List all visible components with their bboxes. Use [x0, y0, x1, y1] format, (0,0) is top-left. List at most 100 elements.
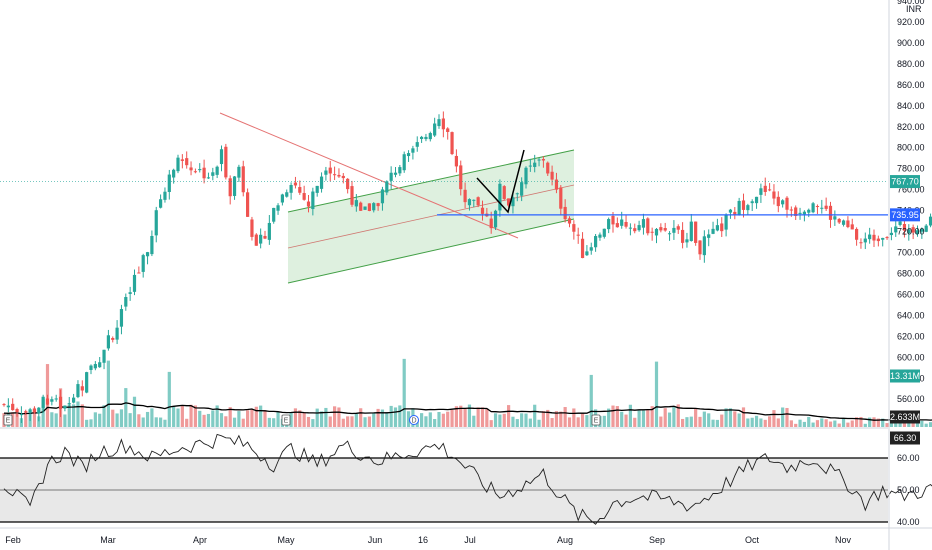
price-channel-drawing[interactable]	[287, 149, 575, 284]
candle-body	[263, 235, 267, 239]
candle-body	[180, 159, 184, 161]
volume-bar	[385, 412, 389, 427]
candle	[715, 218, 719, 232]
candle	[337, 168, 341, 178]
candle	[580, 232, 585, 259]
event-marker[interactable]: D	[409, 415, 419, 425]
candle-body	[898, 221, 902, 225]
candle	[889, 227, 893, 241]
volume-bar	[319, 411, 324, 427]
candle	[446, 127, 450, 140]
candle	[515, 192, 519, 202]
price-tick-label: 720.00	[897, 227, 925, 237]
event-marker-label: D	[411, 418, 416, 425]
rsi-tick-label: 50.00	[897, 485, 920, 495]
candle	[376, 202, 380, 211]
candle-body	[6, 405, 10, 408]
earnings-marker-bg	[591, 414, 601, 426]
volume-bar	[663, 408, 667, 427]
downtrend-line-drawing[interactable]	[219, 112, 519, 239]
volume-bar	[754, 415, 759, 427]
volume-bar	[863, 423, 867, 427]
projection-path-drawing[interactable]	[476, 149, 525, 214]
candle-body	[293, 182, 298, 186]
rsi-tick-label: 60.00	[897, 453, 920, 463]
candle	[250, 216, 254, 241]
candle	[493, 209, 498, 231]
volume-bar	[454, 406, 458, 427]
volume-bar	[446, 411, 450, 427]
volume-bar	[424, 416, 428, 427]
price-tick-label: 760.00	[897, 185, 925, 195]
candle	[89, 364, 93, 375]
event-marker[interactable]: E	[3, 414, 13, 426]
volume-bars	[2, 358, 932, 427]
candle-body	[272, 207, 276, 222]
volume-bar	[172, 406, 176, 427]
candle-body	[372, 203, 376, 211]
volume-bar	[515, 419, 519, 427]
candle-body	[537, 159, 541, 161]
candle	[93, 361, 97, 371]
candle-body	[406, 153, 411, 157]
volume-bar	[132, 396, 137, 427]
event-marker[interactable]: E	[591, 414, 601, 426]
candle-body	[511, 197, 515, 207]
volume-bar	[11, 412, 15, 427]
price-tick-label: 620.00	[897, 331, 925, 341]
candle-body	[346, 178, 350, 190]
candle	[85, 371, 89, 394]
event-marker[interactable]: E	[281, 414, 291, 426]
volume-bar	[624, 414, 628, 427]
candle	[463, 182, 467, 209]
candle-body	[241, 166, 245, 193]
candle-body	[85, 372, 89, 393]
candle	[746, 203, 750, 216]
volume-bar	[850, 420, 854, 427]
candle	[115, 320, 119, 345]
candle	[520, 177, 524, 202]
rsi-line	[3, 433, 932, 525]
volume-bar	[163, 419, 167, 427]
rsi-last-badge-label: 66.30	[894, 433, 917, 443]
volume-bar	[855, 417, 859, 427]
volume-bar	[367, 416, 371, 427]
volume-bar	[807, 416, 811, 427]
candle	[685, 232, 689, 248]
price-tick-label: 640.00	[897, 310, 925, 320]
candle-body	[389, 172, 393, 181]
candle	[359, 201, 363, 211]
candle-body	[833, 216, 837, 220]
volume-bar	[24, 411, 28, 427]
candle	[846, 216, 850, 229]
candle	[206, 172, 211, 179]
candle-body	[715, 225, 719, 231]
candle-body	[920, 228, 924, 232]
candle	[433, 117, 437, 138]
time-axis[interactable]: Feb Mar Apr May Jun 16 Jul Aug Sep Oct Nov	[0, 527, 932, 545]
volume-bar	[546, 409, 550, 427]
candle	[141, 253, 145, 278]
price-tick-label: 660.00	[897, 289, 925, 299]
candle	[837, 218, 841, 225]
candle-body	[476, 197, 480, 206]
candle	[437, 114, 441, 129]
candle-body	[585, 251, 589, 256]
candle-body	[24, 411, 28, 413]
candle	[15, 407, 19, 417]
candle	[28, 407, 32, 422]
volume-bar	[328, 416, 332, 427]
price-tick-label: 900.00	[897, 38, 925, 48]
candle-body	[541, 159, 545, 161]
candle	[902, 218, 907, 238]
price-axis[interactable]: 940.00 920.00 900.00 880.00 860.00 840.00 820.…	[888, 0, 925, 550]
volume-bar	[707, 413, 711, 427]
candle	[646, 217, 650, 236]
candle	[602, 228, 606, 239]
volume-bar	[776, 418, 780, 427]
volume-bar	[611, 405, 615, 427]
candle	[393, 167, 398, 178]
candle-body	[285, 192, 289, 197]
